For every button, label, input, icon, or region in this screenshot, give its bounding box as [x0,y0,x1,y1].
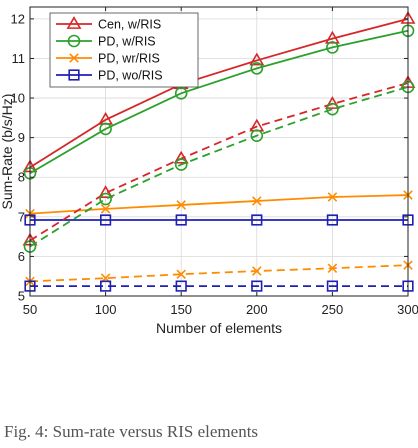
y-tick-label: 6 [18,249,25,264]
data-point [327,263,338,274]
data-point [326,41,339,54]
data-point [100,214,112,226]
data-point [173,150,189,164]
legend-label: Cen, w/RIS [98,18,161,32]
data-point [100,280,112,292]
data-point [324,30,340,44]
y-tick-label: 5 [18,289,25,304]
series-layer [22,10,416,292]
x-tick-label: 100 [95,302,117,317]
data-point [326,214,339,226]
legend-marker [67,34,81,48]
legend-marker [68,69,80,81]
legend-label: PD, wr/RIS [98,52,160,66]
data-point [250,129,264,142]
legend-label: PD, w/RIS [98,35,156,49]
legend-label: PD, wo/RIS [98,69,163,83]
x-tick-label: 200 [246,302,268,317]
data-point [327,192,338,202]
axis-ticks: 50 100 150 200 250 300 5 6 7 8 9 10 11 12 [11,7,418,317]
y-tick-label: 11 [12,51,26,66]
figure-caption: Fig. 4: Sum-rate versus RIS elements [4,422,259,441]
data-point [100,204,111,214]
data-point [252,266,262,276]
series-6 [25,260,413,287]
y-tick-label: 10 [11,91,25,106]
legend-marker [66,16,82,29]
y-tick-label: 8 [18,170,25,185]
x-axis-title: Number of elements [156,320,282,336]
series-line-5 [29,86,409,248]
series-3 [24,214,414,226]
y-axis-title: Sum-Rate (b/s/Hz) [0,94,15,210]
data-point [175,280,187,292]
data-point [326,102,339,116]
series-line-2 [29,194,409,215]
data-point [326,280,339,292]
data-point [176,200,186,210]
series-line-4 [29,82,409,242]
series-line-1 [29,29,409,175]
series-line-6 [29,264,409,283]
y-tick-label: 7 [18,209,25,224]
x-tick-label: 150 [170,302,192,317]
series-2 [25,190,413,219]
legend: Cen, w/RIS PD, w/RIS PD, wr/RIS PD, wo/RIS [49,12,199,88]
data-point [99,192,112,206]
data-point [99,122,112,136]
series-5 [23,80,415,253]
sum-rate-chart: 50 100 150 200 250 300 5 6 7 8 9 10 11 12 Number of e… [0,6,418,336]
data-point [98,185,114,198]
data-point [251,214,263,226]
y-tick-label: 9 [18,130,25,145]
legend-marker [69,53,79,63]
data-point [250,62,264,75]
data-point [252,196,262,206]
data-point [174,87,188,100]
x-tick-label: 250 [322,302,344,317]
x-tick-label: 50 [23,302,37,317]
x-tick-label: 300 [397,302,418,317]
data-point [174,158,188,171]
data-point [176,269,186,279]
data-point [324,96,340,109]
data-point [175,214,187,226]
data-point [249,52,265,66]
data-point [251,280,263,292]
plot-frame [29,6,409,297]
y-tick-label: 12 [11,11,25,26]
series-line-0 [29,18,409,169]
